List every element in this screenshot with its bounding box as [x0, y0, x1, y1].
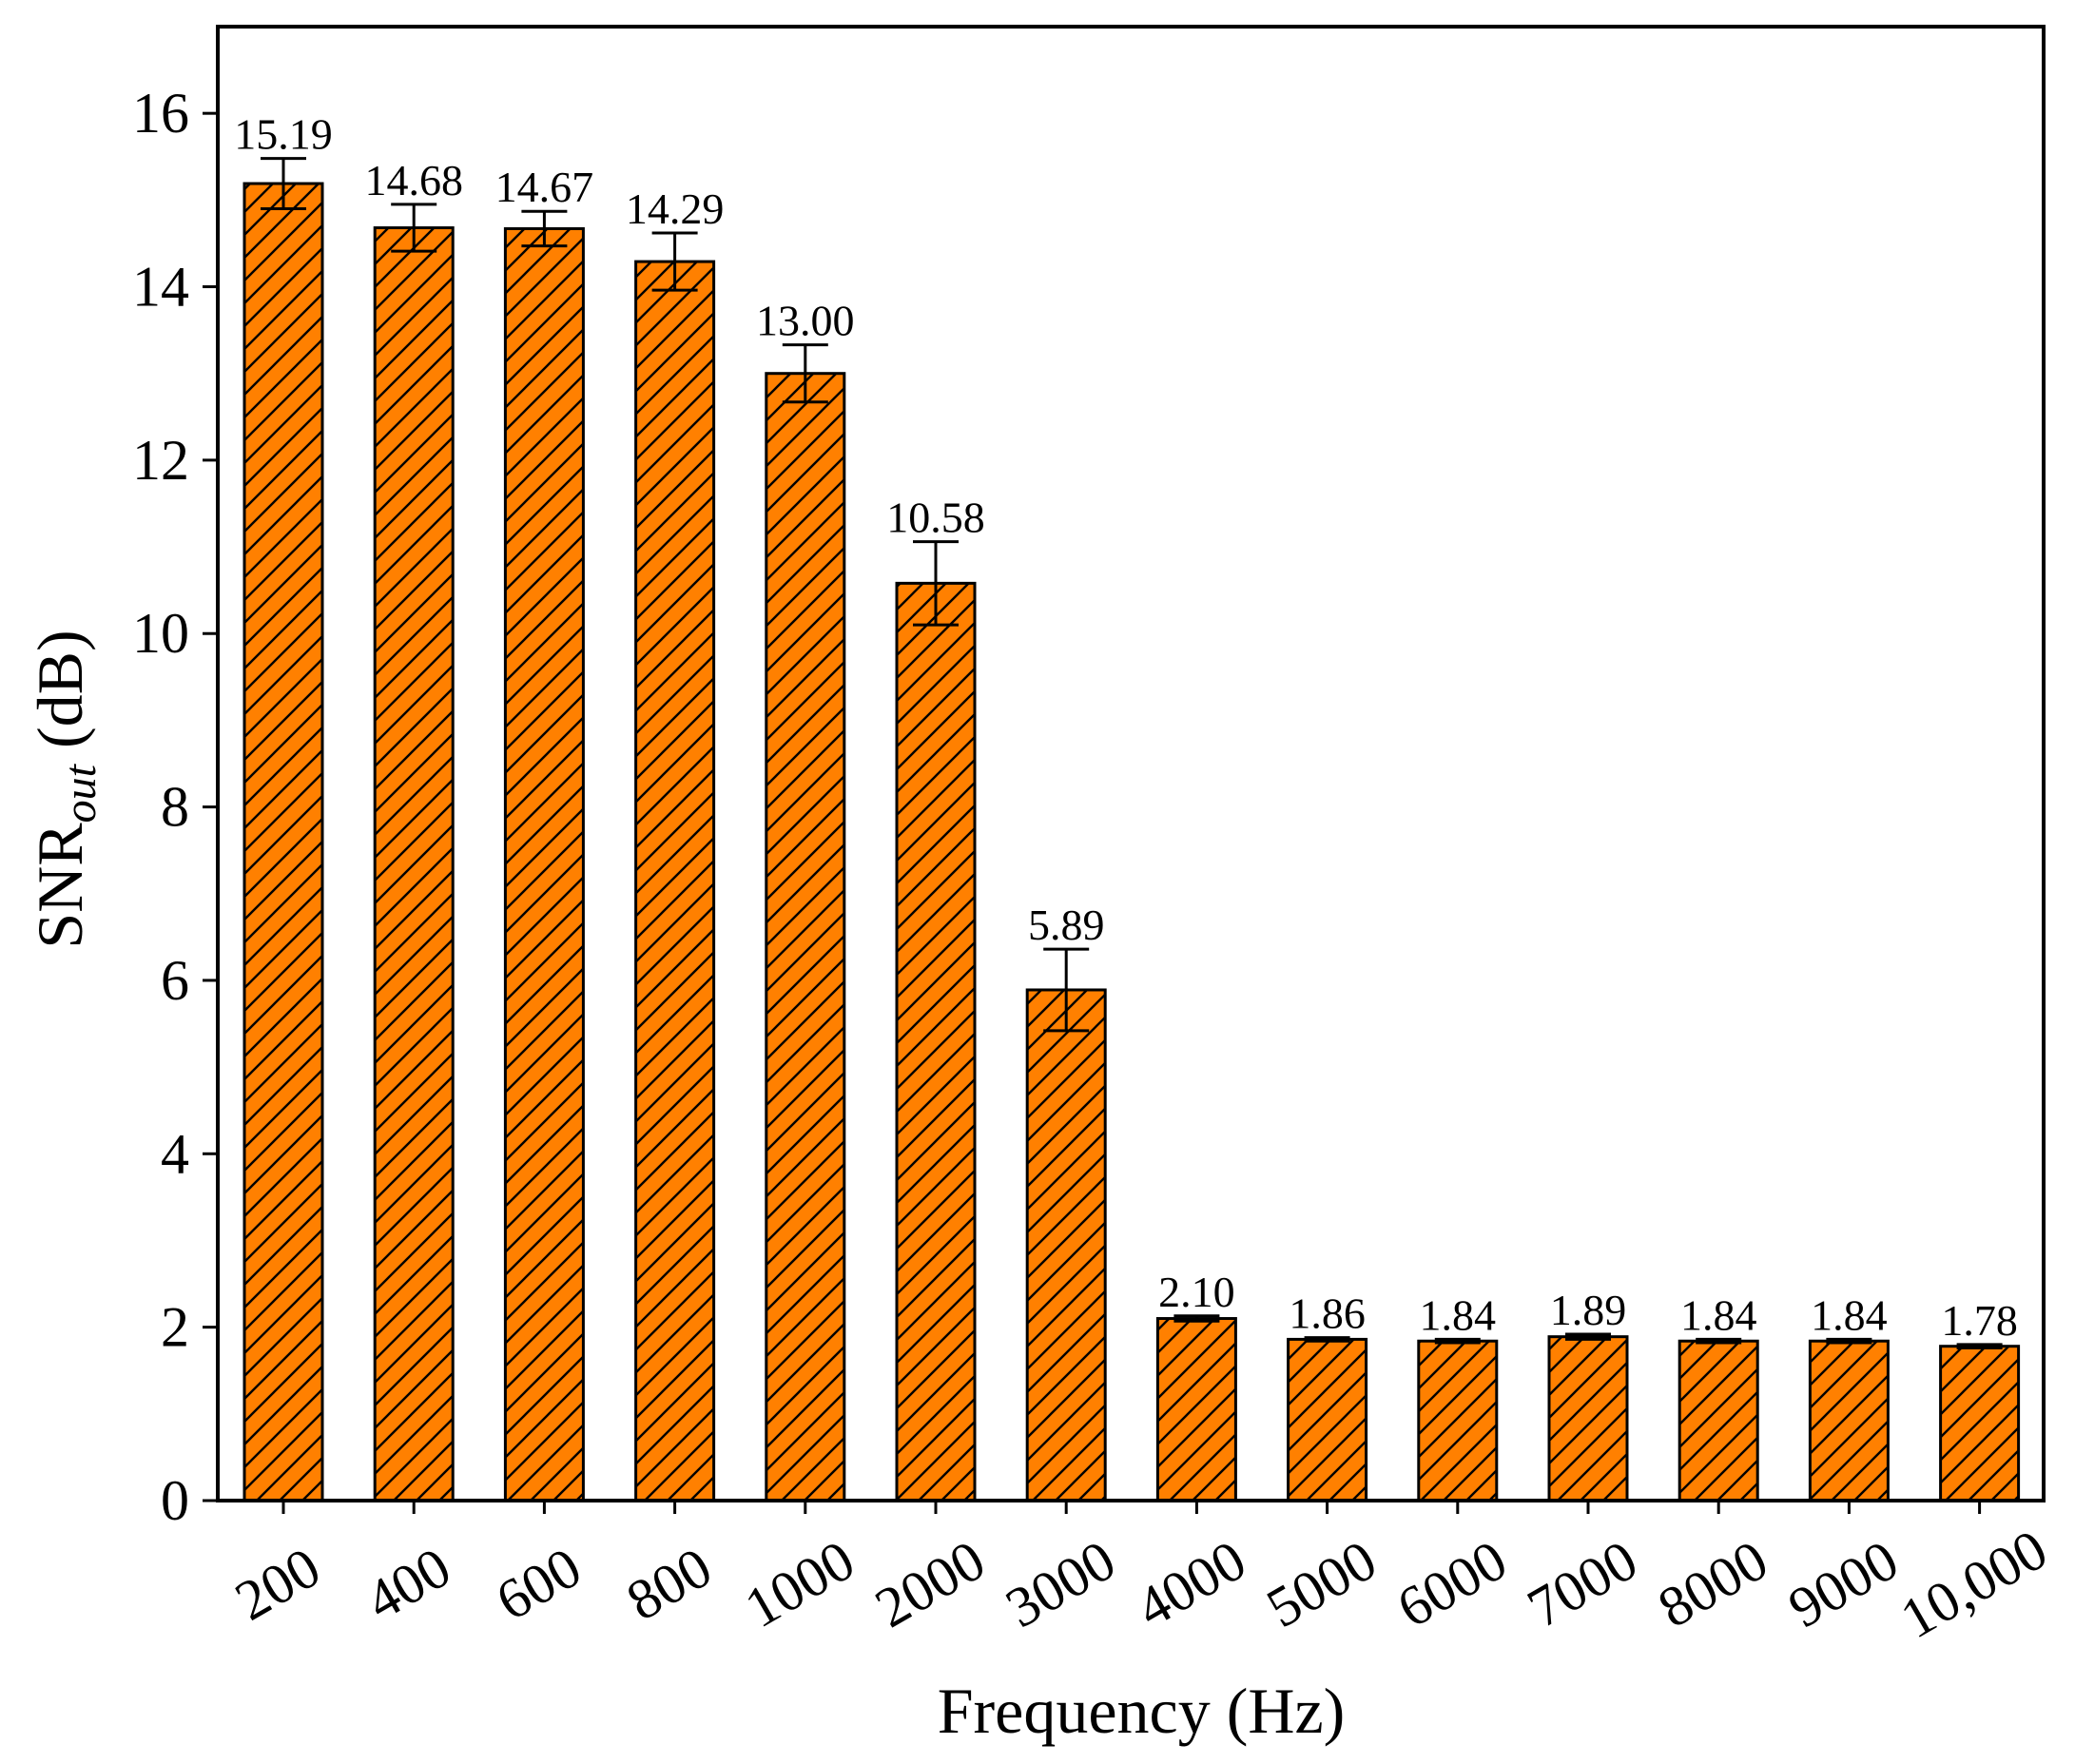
data-label-7000: 1.89: [1550, 1286, 1627, 1334]
error-bar-9000: [1826, 1337, 1872, 1345]
data-label-4000: 2.10: [1158, 1268, 1235, 1316]
data-label-200: 15.19: [234, 110, 333, 159]
bar-hatch-4000: [1155, 1317, 1237, 1502]
bar-hatch-5000: [1287, 1337, 1368, 1502]
data-labels-layer: 15.19 14.68 14.67 14.29 13.00 10.58 5.89 2.10 1.…: [234, 110, 2018, 1345]
y-tick-label-4: 4: [161, 1122, 189, 1185]
error-bar-2000: [913, 540, 959, 627]
x-tick-label-400: 400: [356, 1536, 461, 1633]
error-bar-1000: [782, 343, 828, 404]
data-label-1000: 13.00: [756, 297, 855, 345]
error-bar-400: [391, 203, 437, 253]
y-tick-label-8: 8: [161, 776, 189, 839]
y-tick-label-0: 0: [161, 1469, 189, 1532]
y-tick-label-10: 10: [132, 602, 189, 665]
y-axis-title-main: SNR: [24, 823, 96, 949]
bar-hatch-10,000: [1939, 1345, 2021, 1502]
x-tick-label-10,000: 10,000: [1891, 1518, 2058, 1651]
x-tick-label-6000: 6000: [1387, 1528, 1517, 1639]
bar-hatch-7000: [1547, 1335, 1629, 1502]
x-tick-label-200: 200: [225, 1536, 331, 1633]
data-label-2000: 10.58: [886, 494, 985, 542]
x-tick-label-4000: 4000: [1126, 1528, 1256, 1639]
error-bar-7000: [1565, 1332, 1611, 1341]
x-tick-label-800: 800: [616, 1536, 722, 1633]
x-tick-label-1000: 1000: [734, 1528, 864, 1639]
data-label-9000: 1.84: [1811, 1290, 1888, 1339]
x-axis-title: Frequency (Hz): [938, 1675, 1346, 1747]
error-bar-6000: [1434, 1337, 1481, 1345]
data-label-10,000: 1.78: [1941, 1296, 2018, 1345]
y-tick-label-16: 16: [132, 82, 189, 145]
y-axis-title-subscript: out: [55, 763, 106, 823]
y-axis-title-unit: (dB): [24, 630, 96, 765]
error-bar-200: [261, 157, 306, 210]
bar-hatch-6000: [1417, 1339, 1499, 1502]
x-tick-label-2000: 2000: [865, 1528, 996, 1639]
bar-hatch-800: [634, 260, 716, 1502]
y-axis-title: SNRout (dB): [24, 630, 106, 948]
bar-hatch-2000: [895, 581, 977, 1502]
error-bar-10,000: [1956, 1343, 2003, 1350]
bar-hatch-9000: [1808, 1339, 1890, 1502]
x-tick-label-7000: 7000: [1518, 1528, 1648, 1639]
y-tick-label-14: 14: [132, 256, 189, 319]
error-bar-600: [521, 209, 568, 248]
data-label-3000: 5.89: [1028, 901, 1105, 949]
error-bar-3000: [1043, 947, 1090, 1033]
x-tick-label-5000: 5000: [1256, 1528, 1387, 1639]
x-tick-label-9000: 9000: [1778, 1528, 1909, 1639]
bar-hatch-1000: [765, 372, 846, 1502]
data-label-8000: 1.84: [1680, 1290, 1757, 1339]
y-tick-label-2: 2: [161, 1296, 189, 1359]
error-bar-8000: [1696, 1337, 1742, 1345]
bars-layer: [242, 182, 2021, 1502]
bar-hatch-3000: [1025, 988, 1107, 1502]
data-label-6000: 1.84: [1420, 1290, 1497, 1339]
x-tick-label-3000: 3000: [996, 1528, 1126, 1639]
y-axis-ticks: 0 2 4 6 8 10 12 14 16: [132, 82, 218, 1532]
data-label-400: 14.68: [364, 156, 463, 204]
data-label-5000: 1.86: [1289, 1289, 1366, 1338]
bar-hatch-8000: [1677, 1339, 1759, 1502]
y-tick-label-6: 6: [161, 949, 189, 1012]
data-label-600: 14.67: [495, 163, 594, 211]
plot-frame: [216, 25, 2046, 1502]
bar-hatch-200: [242, 182, 324, 1502]
error-bar-800: [651, 231, 698, 292]
bar-hatch-400: [373, 226, 455, 1502]
x-tick-label-8000: 8000: [1648, 1528, 1778, 1639]
y-tick-label-12: 12: [132, 429, 189, 492]
error-bar-5000: [1304, 1336, 1350, 1343]
data-label-800: 14.29: [626, 184, 725, 233]
x-axis-ticks: 200 400 600 800 1000 2000 3000 4000 5000 6000 7000…: [225, 1501, 2058, 1651]
error-bar-4000: [1173, 1314, 1220, 1323]
x-tick-label-600: 600: [486, 1536, 591, 1633]
bar-hatch-600: [503, 226, 585, 1502]
errorbars-layer: [261, 157, 2003, 1350]
